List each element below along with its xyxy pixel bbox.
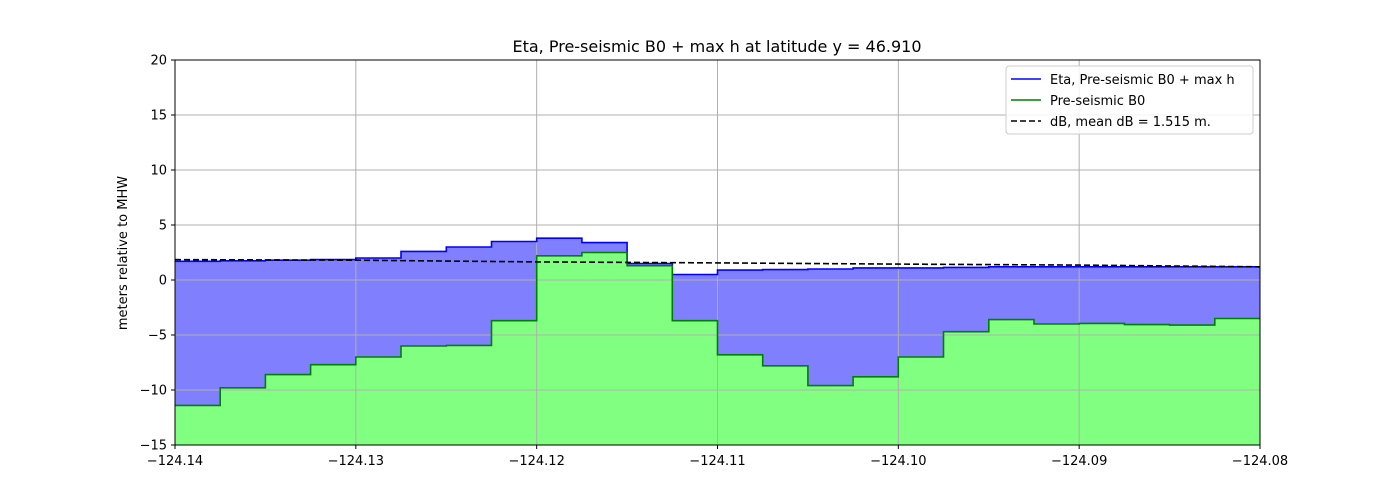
y-tick-label: 20 [150,54,167,69]
x-tick-label: −124.11 [689,454,745,469]
y-axis-label: meters relative to MHW [116,176,131,330]
x-tick-label: −124.12 [508,454,564,469]
y-tick-label: 15 [150,109,167,124]
series-b0-line [175,251,1260,407]
legend-entry: Pre-seismic B0 [1050,94,1145,109]
plot-area: −124.14 −124.13 −124.12 −124.11 −124.10 −124.… [140,54,1289,470]
legend-entry: Eta, Pre-seismic B0 + max h [1050,73,1235,88]
series-db-dashed-line [174,258,1261,268]
chart-title: Eta, Pre-seismic B0 + max h at latitude … [512,37,921,56]
y-tick-label: −15 [140,439,167,454]
y-tick-label: 0 [159,274,167,289]
x-tick-label: −124.13 [328,454,384,469]
x-tick-label: −124.08 [1232,454,1288,469]
y-tick-label: 10 [150,164,167,179]
legend: Eta, Pre-seismic B0 + max h Pre-seismic B… [1005,65,1254,135]
y-tick-label: −10 [140,384,167,399]
legend-entry: dB, mean dB = 1.515 m. [1050,115,1211,130]
x-tick-label: −124.09 [1051,454,1107,469]
y-tick-label: 5 [159,219,167,234]
y-tick-label: −5 [148,329,167,344]
x-tick-label: −124.14 [147,454,203,469]
x-tick-label: −124.10 [870,454,926,469]
legend-box [1005,65,1254,135]
